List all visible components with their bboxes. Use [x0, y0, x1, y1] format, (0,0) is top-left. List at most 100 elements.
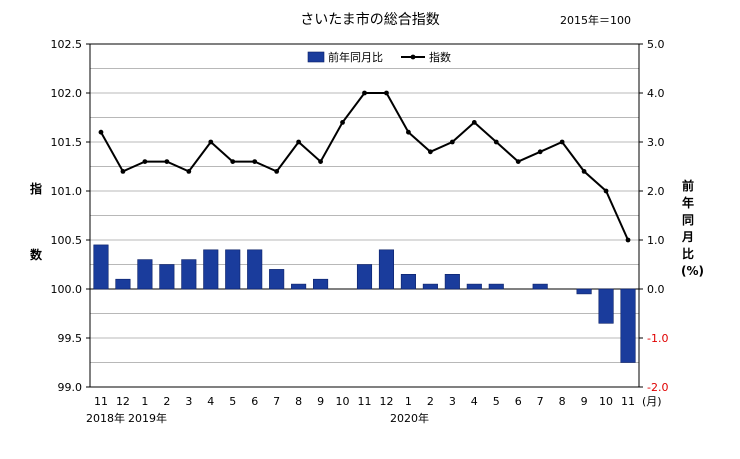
- bar: [203, 249, 219, 290]
- legend-line-label: 指数: [429, 50, 451, 64]
- line-point: [318, 159, 323, 165]
- y-left-label-2: 数: [30, 248, 43, 262]
- bar: [378, 249, 395, 290]
- bar: [225, 249, 241, 290]
- bar: [444, 273, 460, 290]
- x-tick-label: 9: [317, 395, 324, 408]
- line-point: [98, 129, 104, 135]
- chart-title: さいたま市の総合指数: [300, 12, 440, 28]
- x-tick-label: 4: [471, 395, 478, 408]
- x-tick-label: 2: [427, 395, 434, 408]
- bar: [598, 288, 614, 324]
- y-right-tick-label: 0.0: [647, 283, 665, 296]
- year-label-2018: 2018年: [86, 412, 125, 425]
- line-point: [581, 169, 587, 174]
- y-right-tick-label: 2.0: [647, 185, 665, 198]
- bar: [115, 278, 131, 290]
- bar: [356, 264, 373, 290]
- line-point: [164, 159, 170, 165]
- legend-line-marker: [410, 54, 416, 60]
- x-tick-label: 1: [405, 395, 412, 408]
- line-point: [252, 159, 258, 165]
- bar: [422, 283, 438, 290]
- line-point: [186, 169, 192, 174]
- y-right-tick-label: -2.0: [647, 381, 668, 394]
- bar: [313, 278, 329, 290]
- bar: [576, 288, 592, 295]
- y-right-tick-label: 4.0: [647, 87, 665, 100]
- x-tick-label: 10: [599, 395, 613, 408]
- bar: [620, 288, 636, 363]
- x-tick-label: 10: [336, 395, 350, 408]
- x-tick-label: 3: [185, 395, 192, 408]
- line-point: [559, 139, 565, 145]
- y-left-tick-label: 101.0: [51, 185, 83, 198]
- y-left-tick-label: 101.5: [51, 136, 83, 149]
- legend-bar-label: 前年同月比: [328, 50, 383, 64]
- x-tick-label: 12: [116, 395, 130, 408]
- line-point: [142, 159, 148, 165]
- x-tick-label: 11: [621, 395, 635, 408]
- x-tick-label: 9: [581, 395, 588, 408]
- line-point: [427, 149, 433, 155]
- line-point: [362, 90, 367, 96]
- line-point: [296, 139, 302, 145]
- x-tick-label: 5: [229, 395, 236, 408]
- y-left-tick-label: 99.0: [58, 381, 83, 394]
- base-year-note: 2015年＝100: [560, 14, 631, 27]
- bar: [532, 283, 548, 290]
- line-point: [384, 90, 389, 96]
- plot-frame: [89, 43, 640, 388]
- x-tick-label: 7: [273, 395, 280, 408]
- year-label-2019: 2019年: [128, 412, 167, 425]
- line-point: [603, 188, 609, 194]
- x-tick-label: 2: [163, 395, 170, 408]
- line-point: [515, 159, 521, 165]
- y-right-tick-label: 5.0: [647, 38, 665, 51]
- x-tick-label: 8: [295, 395, 302, 408]
- bar: [291, 283, 307, 290]
- x-unit-label: (月): [642, 395, 662, 408]
- bar: [93, 244, 109, 290]
- x-tick-label: 7: [537, 395, 544, 408]
- x-tick-label: 5: [493, 395, 500, 408]
- line-point: [120, 169, 126, 174]
- line-point: [340, 120, 345, 125]
- bar: [181, 259, 197, 290]
- y-left-tick-label: 102.5: [51, 38, 83, 51]
- x-tick-label: 12: [379, 395, 393, 408]
- line-point: [493, 139, 499, 145]
- y-right-tick-label: -1.0: [647, 332, 668, 345]
- bar: [400, 273, 416, 290]
- x-tick-label: 6: [251, 395, 258, 408]
- line-point: [274, 169, 280, 174]
- y-right-tick-label: 3.0: [647, 136, 665, 149]
- bar: [159, 264, 175, 290]
- y-left-tick-label: 99.5: [58, 332, 83, 345]
- line-point: [449, 139, 455, 145]
- line-point: [537, 149, 543, 155]
- line-point: [230, 159, 236, 165]
- x-tick-label: 11: [358, 395, 372, 408]
- bar: [269, 269, 285, 290]
- line-point: [406, 129, 411, 135]
- bar: [247, 249, 263, 290]
- x-tick-label: 8: [559, 395, 566, 408]
- y-left-label-1: 指: [30, 182, 43, 196]
- x-tick-label: 6: [515, 395, 522, 408]
- y-left-tick-label: 100.0: [51, 283, 83, 296]
- x-tick-label: 1: [141, 395, 148, 408]
- legend-bar-swatch: [307, 51, 325, 63]
- line-point: [471, 120, 477, 125]
- line-point: [208, 139, 214, 145]
- bar: [137, 259, 153, 290]
- year-label-2020: 2020年: [390, 412, 429, 425]
- y-left-tick-label: 102.0: [51, 87, 83, 100]
- bar: [466, 283, 482, 290]
- x-tick-label: 3: [449, 395, 456, 408]
- y-left-tick-label: 100.5: [51, 234, 83, 247]
- x-tick-label: 11: [94, 395, 108, 408]
- line-point: [625, 237, 631, 243]
- bar: [488, 283, 504, 290]
